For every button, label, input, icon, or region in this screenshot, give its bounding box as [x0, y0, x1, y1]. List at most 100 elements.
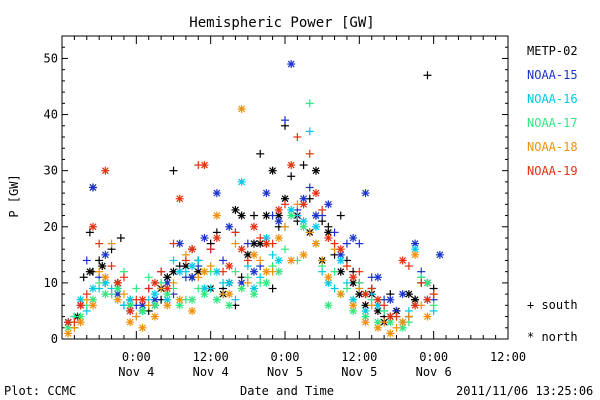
- data-point-south: [243, 278, 252, 287]
- legend-item-noaa-18: NOAA-18: [527, 140, 578, 154]
- data-point-south: [132, 312, 141, 321]
- data-point-north: [237, 284, 246, 293]
- data-point-south: [380, 318, 389, 327]
- chart-title: Hemispheric Power [GW]: [189, 15, 374, 31]
- data-point-south: [281, 200, 289, 209]
- data-point-north: [274, 205, 283, 214]
- data-point-north: [299, 217, 308, 226]
- data-point-north: [88, 222, 97, 231]
- data-point-south: [95, 239, 104, 248]
- data-point-south: [144, 273, 153, 282]
- data-point-north: [150, 290, 159, 299]
- data-point-north: [311, 166, 320, 175]
- data-point-north: [237, 177, 246, 186]
- data-point-north: [212, 211, 221, 220]
- data-point-south: [169, 166, 178, 175]
- data-point-north: [175, 239, 184, 248]
- data-point-north: [85, 267, 94, 276]
- data-point-north: [200, 161, 209, 170]
- x-tick-label-time: 12:00: [193, 350, 229, 364]
- data-point-north: [138, 323, 147, 332]
- series-noaa-19: [64, 133, 438, 327]
- legend-item-noaa-15: NOAA-15: [527, 68, 578, 82]
- data-point-south: [367, 301, 376, 310]
- data-point-north: [435, 250, 444, 259]
- x-tick-label-date: Nov 5: [341, 365, 377, 379]
- y-tick-label: 40: [44, 108, 58, 122]
- data-point-south: [95, 278, 104, 287]
- data-point-south: [318, 205, 327, 214]
- data-point-south: [256, 149, 265, 158]
- data-point-south: [231, 267, 240, 276]
- data-point-north: [200, 234, 209, 242]
- data-point-north: [373, 323, 382, 332]
- data-point-south: [107, 262, 116, 271]
- data-point-north: [268, 166, 277, 175]
- y-tick-label: 30: [44, 164, 58, 178]
- footer-plot-credit: Plot: CCMC: [4, 384, 77, 398]
- data-point-north: [287, 211, 296, 220]
- data-point-north: [188, 306, 197, 315]
- data-point-north: [386, 312, 395, 321]
- data-point-south: [82, 256, 91, 265]
- data-point-north: [101, 290, 110, 299]
- data-point-south: [119, 290, 128, 299]
- data-point-north: [398, 290, 407, 299]
- data-point-north: [262, 278, 271, 287]
- data-point-north: [373, 295, 382, 304]
- data-point-north: [324, 301, 333, 310]
- data-point-north: [311, 189, 320, 198]
- data-point-north: [373, 318, 382, 327]
- data-point-south: [380, 301, 389, 310]
- data-point-south: [429, 301, 438, 310]
- data-point-north: [311, 211, 320, 220]
- data-point-south: [287, 172, 296, 181]
- data-point-north: [138, 306, 147, 315]
- data-point-south: [194, 284, 203, 293]
- x-tick-label-date: Nov 6: [416, 365, 452, 379]
- data-point-south: [231, 295, 240, 304]
- data-point-north: [287, 161, 296, 170]
- data-point-north: [361, 189, 370, 198]
- marker-key-north: * north: [527, 330, 578, 344]
- data-point-south: [330, 239, 339, 248]
- data-point-south: [219, 256, 228, 265]
- data-point-north: [200, 290, 209, 299]
- x-tick-label-time: 12:00: [341, 350, 377, 364]
- footer-timestamp: 2011/11/06 13:25:06: [456, 384, 594, 398]
- data-point-south: [157, 267, 166, 276]
- data-point-south: [330, 228, 339, 237]
- data-point-north: [163, 284, 172, 293]
- y-tick-label: 20: [44, 220, 58, 234]
- data-point-north: [336, 290, 345, 299]
- data-point-north: [150, 312, 159, 321]
- data-point-north: [98, 262, 107, 271]
- data-point-south: [132, 284, 141, 293]
- data-point-north: [336, 256, 345, 265]
- data-point-north: [262, 189, 271, 198]
- data-point-south: [342, 284, 351, 293]
- data-point-south: [116, 234, 125, 242]
- data-point-north: [250, 267, 259, 276]
- data-point-north: [299, 200, 308, 209]
- legend-item-metp-02: METP-02: [527, 44, 578, 58]
- data-point-north: [423, 295, 432, 304]
- data-point-north: [386, 295, 395, 304]
- data-point-north: [349, 301, 358, 310]
- data-point-north: [163, 295, 172, 304]
- x-tick-label-date: Nov 4: [118, 365, 154, 379]
- data-point-north: [349, 234, 358, 242]
- data-point-north: [101, 166, 110, 175]
- data-point-south: [169, 278, 178, 287]
- x-axis-label: Date and Time: [240, 384, 334, 398]
- data-point-south: [144, 284, 153, 293]
- data-point-south: [367, 284, 376, 293]
- data-point-south: [85, 228, 94, 237]
- y-tick-label: 10: [44, 276, 58, 290]
- data-point-north: [188, 262, 197, 271]
- data-point-south: [281, 222, 289, 231]
- data-point-north: [361, 290, 370, 299]
- data-point-north: [311, 222, 320, 231]
- data-point-north: [76, 301, 85, 310]
